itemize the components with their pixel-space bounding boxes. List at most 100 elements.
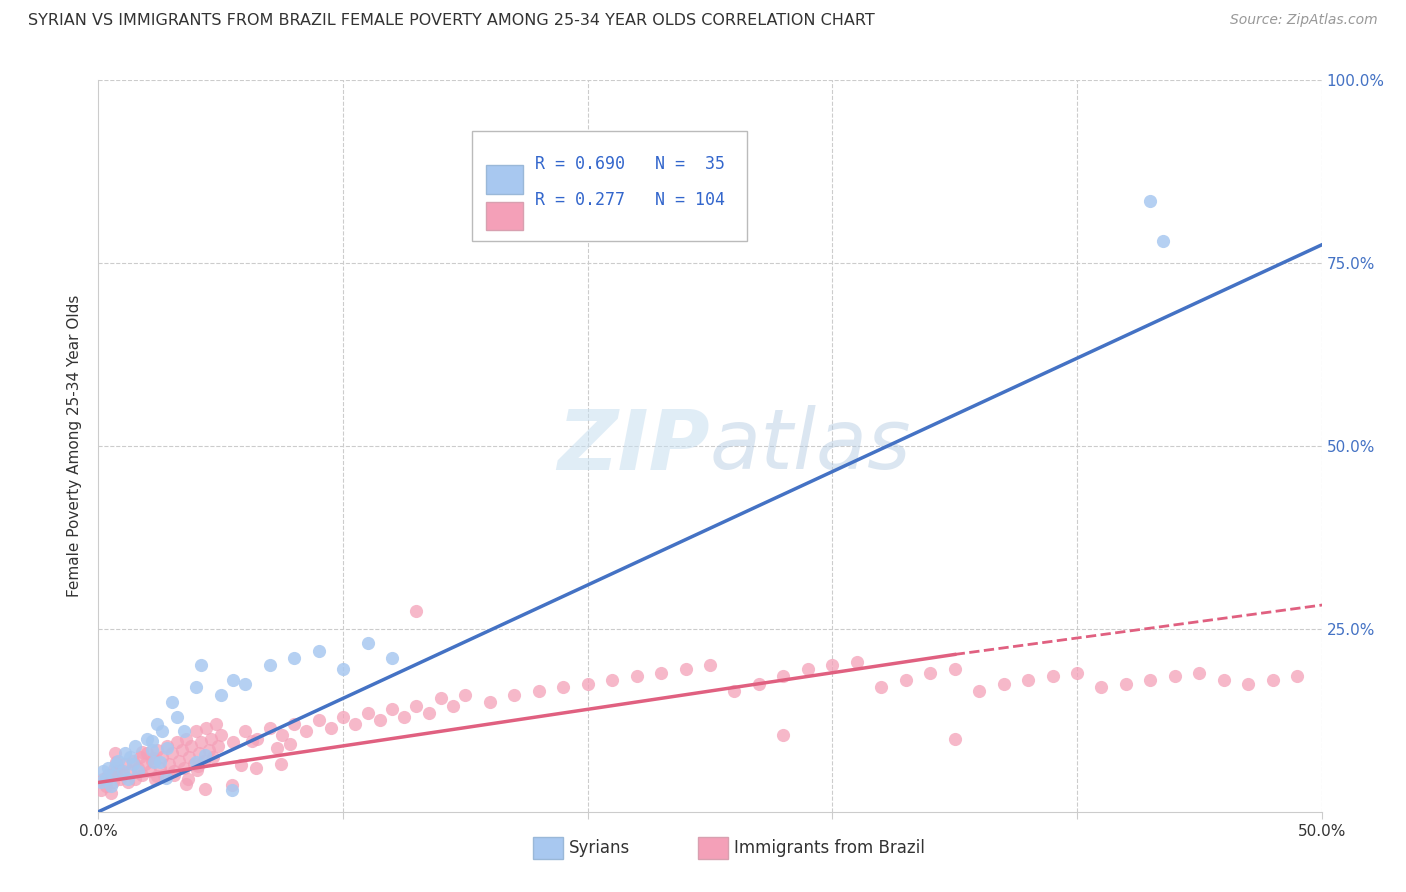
Point xyxy=(150,749,173,764)
Point xyxy=(136,731,159,746)
Point xyxy=(120,764,142,779)
Point xyxy=(723,684,745,698)
Point xyxy=(221,782,243,797)
Point xyxy=(405,603,427,617)
Point xyxy=(478,695,501,709)
Point xyxy=(114,746,136,760)
Point xyxy=(772,669,794,683)
Point xyxy=(173,724,195,739)
Point xyxy=(142,751,165,765)
Point xyxy=(124,772,146,786)
Point xyxy=(600,673,623,687)
Point xyxy=(94,779,117,793)
Point xyxy=(160,746,183,760)
Point xyxy=(1188,665,1211,680)
Point xyxy=(283,651,305,665)
Point xyxy=(190,735,212,749)
Point xyxy=(222,673,245,687)
Point xyxy=(127,764,149,779)
FancyBboxPatch shape xyxy=(471,131,747,241)
Point xyxy=(166,735,188,749)
Point xyxy=(103,762,125,776)
Point xyxy=(111,764,134,779)
Point xyxy=(141,742,163,756)
Point xyxy=(381,651,404,665)
Point xyxy=(101,768,124,782)
Point xyxy=(156,739,179,753)
Point xyxy=(145,769,167,783)
Point xyxy=(173,761,195,775)
Point xyxy=(194,748,217,763)
Point xyxy=(155,771,177,785)
Point xyxy=(441,698,464,713)
Point xyxy=(675,662,697,676)
Text: Source: ZipAtlas.com: Source: ZipAtlas.com xyxy=(1230,13,1378,28)
Point xyxy=(104,764,127,779)
FancyBboxPatch shape xyxy=(697,838,728,859)
Point xyxy=(139,764,162,779)
Point xyxy=(553,681,575,695)
Point xyxy=(170,742,193,756)
Point xyxy=(120,749,142,764)
Point xyxy=(233,676,256,690)
FancyBboxPatch shape xyxy=(533,838,564,859)
Point xyxy=(121,754,143,768)
Point xyxy=(146,742,169,756)
Text: atlas: atlas xyxy=(710,406,911,486)
Point xyxy=(332,709,354,723)
Point xyxy=(146,717,169,731)
Point xyxy=(129,749,152,764)
Point xyxy=(207,739,229,753)
Point xyxy=(1152,234,1174,248)
Point xyxy=(194,782,217,797)
Point xyxy=(1261,673,1284,687)
Point xyxy=(209,688,232,702)
Point xyxy=(180,739,202,753)
Point xyxy=(97,761,120,775)
Point xyxy=(270,728,294,742)
Point xyxy=(797,662,820,676)
Point xyxy=(943,731,966,746)
Point xyxy=(104,757,127,772)
Point xyxy=(141,734,163,748)
Point xyxy=(1115,676,1137,690)
Point xyxy=(1139,194,1161,208)
Point xyxy=(266,741,288,756)
Point xyxy=(993,676,1015,690)
Point xyxy=(259,721,281,735)
Point xyxy=(143,755,166,769)
Point xyxy=(245,761,267,775)
FancyBboxPatch shape xyxy=(486,202,523,230)
Point xyxy=(197,742,219,756)
Point xyxy=(1090,681,1112,695)
Point xyxy=(174,776,197,790)
Point xyxy=(153,768,176,782)
Point xyxy=(91,764,114,779)
Point xyxy=(167,754,190,768)
Point xyxy=(283,717,305,731)
Point xyxy=(894,673,917,687)
Point xyxy=(222,735,245,749)
Point xyxy=(187,746,209,760)
Point xyxy=(295,724,318,739)
Point xyxy=(332,662,354,676)
Point xyxy=(527,684,550,698)
Point xyxy=(97,768,120,782)
Point xyxy=(186,681,208,695)
Point xyxy=(177,772,200,786)
Point xyxy=(240,734,263,748)
Point xyxy=(650,665,672,680)
Point xyxy=(576,676,599,690)
Point xyxy=(124,739,146,753)
Point xyxy=(121,757,143,772)
Point xyxy=(187,759,209,773)
Point xyxy=(101,775,124,789)
Point xyxy=(94,773,117,788)
Point xyxy=(176,731,198,746)
Point xyxy=(193,754,215,768)
Point xyxy=(195,721,218,735)
Point xyxy=(149,761,172,775)
Point xyxy=(90,775,112,789)
Point xyxy=(131,745,153,759)
Point xyxy=(200,731,222,746)
